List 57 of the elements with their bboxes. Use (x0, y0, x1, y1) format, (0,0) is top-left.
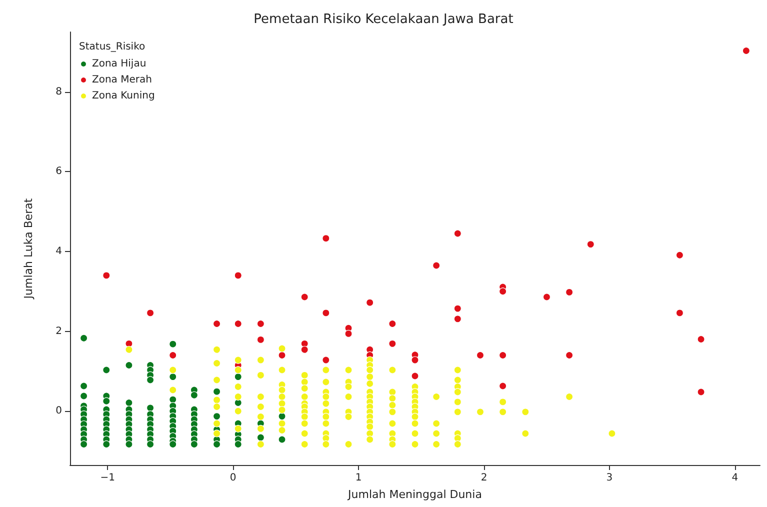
point (411, 356, 419, 364)
point (454, 230, 462, 238)
x-axis-title: Jumlah Meninggal Dunia (347, 488, 482, 501)
point (344, 330, 352, 338)
point (388, 340, 396, 348)
point (256, 336, 264, 344)
point (146, 309, 154, 317)
point (542, 293, 551, 301)
point (697, 335, 705, 344)
point (366, 298, 374, 306)
point (697, 388, 705, 396)
point (411, 372, 419, 380)
point (300, 293, 308, 301)
chart-title: Pemetaan Risiko Kecelakaan Jawa Barat (254, 12, 514, 27)
point (300, 340, 308, 348)
point (586, 240, 594, 248)
point (234, 320, 242, 328)
point (476, 351, 484, 360)
point (676, 251, 684, 259)
point (322, 234, 330, 242)
point (322, 356, 330, 364)
point (676, 309, 684, 317)
legend-label: Zona Kuning (92, 90, 155, 102)
point (234, 272, 242, 280)
point (432, 262, 440, 270)
point (499, 288, 507, 296)
point (102, 272, 110, 280)
x-tick-label: 1 (355, 472, 362, 484)
y-tick-label: 4 (56, 246, 62, 257)
point (212, 320, 221, 328)
point (322, 309, 330, 317)
y-tick-label: 0 (56, 406, 62, 417)
point (742, 46, 750, 55)
x-tick-label: 0 (230, 472, 236, 484)
point (388, 320, 396, 328)
legend-label: Zona Merah (92, 74, 152, 86)
point (169, 351, 177, 360)
x-tick-label: 2 (480, 472, 488, 484)
y-axis-title: Jumlah Luka Berat (22, 198, 35, 300)
x-tick-label: 4 (732, 472, 738, 484)
x-tick-label: −1 (100, 472, 116, 484)
point (566, 351, 574, 360)
legend-label: Zona Hijau (92, 58, 146, 70)
legend-title: Status_Risiko (79, 42, 146, 52)
point (499, 351, 507, 360)
point (566, 288, 574, 296)
point (499, 382, 507, 390)
point (278, 351, 286, 360)
x-tick-label: 3 (606, 472, 613, 484)
point (454, 315, 462, 323)
point (256, 320, 264, 328)
y-tick-label: 2 (56, 326, 62, 337)
point (454, 304, 462, 312)
point (125, 340, 133, 348)
y-tick-label: 8 (56, 86, 62, 98)
point (300, 346, 308, 354)
y-tick-label: 6 (56, 166, 62, 178)
